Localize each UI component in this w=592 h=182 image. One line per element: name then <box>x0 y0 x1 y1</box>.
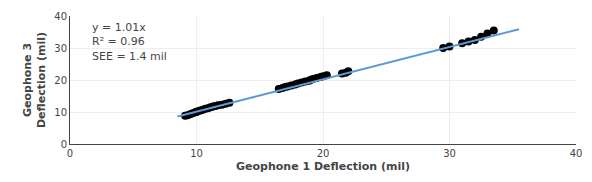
svg-text:10: 10 <box>190 148 203 159</box>
svg-text:0: 0 <box>61 139 67 150</box>
svg-text:10: 10 <box>54 107 67 118</box>
svg-text:Geophone 1 Deflection (mil): Geophone 1 Deflection (mil) <box>236 160 410 173</box>
svg-text:20: 20 <box>317 148 330 159</box>
svg-text:0: 0 <box>67 148 73 159</box>
svg-text:30: 30 <box>54 43 67 54</box>
svg-text:40: 40 <box>54 11 67 22</box>
svg-text:20: 20 <box>54 75 67 86</box>
svg-text:40: 40 <box>570 148 583 159</box>
svg-text:Geophone 3Deflection (mil): Geophone 3Deflection (mil) <box>21 32 48 128</box>
svg-text:30: 30 <box>443 148 456 159</box>
svg-text:y = 1.01xR² = 0.96SEE = 1.4 mi: y = 1.01xR² = 0.96SEE = 1.4 mil <box>92 21 167 63</box>
